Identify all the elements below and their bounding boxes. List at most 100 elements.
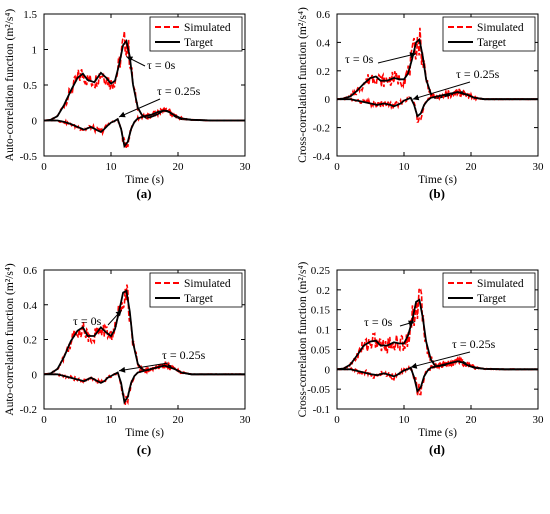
plot-frame <box>336 269 539 410</box>
y-tick-label: 0.2 <box>23 335 37 347</box>
annotation-label: τ = 0s <box>73 314 102 328</box>
x-axis-label: Time (s) <box>418 174 457 186</box>
legend-label-target: Target <box>184 37 214 49</box>
annotation-label: τ = 0.25s <box>157 84 201 98</box>
annotation-label: τ = 0.25s <box>456 67 500 81</box>
annotation-arrowhead <box>119 366 126 373</box>
y-tick-label: 1.5 <box>23 9 37 21</box>
x-tick-label: 20 <box>466 161 478 173</box>
x-axis-label: Time (s) <box>125 174 164 186</box>
annotation-label: τ = 0.25s <box>162 348 206 362</box>
y-tick-label: 0 <box>32 116 38 128</box>
legend-label-simulated: Simulated <box>477 22 524 34</box>
target-series-line <box>44 364 245 405</box>
legend-label-simulated: Simulated <box>477 278 524 290</box>
x-tick-label: 0 <box>334 161 340 173</box>
y-tick-label: 1 <box>32 45 38 57</box>
chart-panel-b: 0 10 20 30 -0.4 -0.2 0 0.2 0.4 0.6 Time (s) Cross-c… <box>297 7 544 201</box>
plot-area <box>44 31 245 149</box>
y-tick-label: -0.05 <box>307 384 330 396</box>
plot-area <box>44 284 245 406</box>
legend-label-target: Target <box>184 293 214 305</box>
annotation-arrowhead <box>412 94 420 101</box>
simulated-series-line <box>337 356 538 396</box>
y-tick-label: -0.2 <box>20 404 37 416</box>
annotation-arrowhead <box>408 320 415 327</box>
y-tick-label: 0 <box>325 364 331 376</box>
x-tick-label: 20 <box>173 414 185 426</box>
legend-box <box>149 16 243 52</box>
y-tick-label: 0 <box>32 369 38 381</box>
y-tick-label: 0.4 <box>316 37 330 49</box>
annotation-arrow-line <box>410 351 471 368</box>
annotation-arrow-line <box>118 98 161 118</box>
y-tick-label: 0.1 <box>316 325 330 337</box>
x-tick-label: 30 <box>240 161 252 173</box>
annotation-label: τ = 0s <box>364 315 393 329</box>
chart-panel-d: 0 10 20 30 -0.1 -0.05 0 0.05 0.1 0.15 0.2 0.25 Time … <box>297 262 544 457</box>
x-tick-label: 30 <box>240 414 252 426</box>
panel-caption: (c) <box>137 442 151 457</box>
x-tick-label: 30 <box>533 414 545 426</box>
annotation-label: τ = 0s <box>147 58 176 72</box>
x-tick-label: 20 <box>173 161 185 173</box>
annotation-arrowhead <box>410 362 418 369</box>
chart-panel-c: 0 10 20 30 -0.2 0 0.2 0.4 0.6 Time (s) Auto-correl… <box>4 263 251 457</box>
annotation-arrow-line <box>377 53 417 64</box>
y-axis-label: Auto-correlation function (m²/s⁴) <box>4 263 16 416</box>
panel-caption: (b) <box>429 186 445 201</box>
annotation-arrow-line <box>412 81 471 100</box>
x-axis-label: Time (s) <box>418 427 457 439</box>
simulated-series-line <box>337 88 538 123</box>
y-axis-label: Cross-correlation function (m²/s⁴) <box>297 7 309 163</box>
target-series-line <box>337 360 538 394</box>
x-tick-label: 10 <box>399 161 411 173</box>
y-tick-label: -0.4 <box>313 151 331 163</box>
legend-label-simulated: Simulated <box>184 278 231 290</box>
annotation-arrow-line <box>118 362 169 372</box>
x-axis-label: Time (s) <box>125 427 164 439</box>
panel-caption: (a) <box>136 186 151 201</box>
x-tick-label: 0 <box>41 161 47 173</box>
plot-area <box>337 27 538 123</box>
y-axis-label: Cross-correlation function (m²/s⁴) <box>297 262 309 418</box>
y-tick-label: 0 <box>325 94 331 106</box>
y-tick-label: 0.5 <box>23 80 37 92</box>
legend-label-simulated: Simulated <box>184 22 231 34</box>
annotation-label: τ = 0.25s <box>452 337 496 351</box>
y-tick-label: 0.05 <box>311 344 331 356</box>
y-tick-label: 0.6 <box>23 265 37 277</box>
annotation-arrowhead <box>126 56 134 62</box>
legend-box <box>442 16 536 52</box>
legend-label-target: Target <box>477 293 507 305</box>
target-series-line <box>337 91 538 118</box>
legend-box <box>149 272 243 308</box>
x-tick-label: 30 <box>533 161 545 173</box>
y-tick-label: -0.1 <box>313 404 330 416</box>
annotation-arrowhead <box>409 52 417 59</box>
legend-label-target: Target <box>477 37 507 49</box>
annotation-label: τ = 0s <box>345 52 374 66</box>
y-tick-label: 0.6 <box>316 9 330 21</box>
target-series-line <box>337 298 538 371</box>
x-tick-label: 10 <box>106 414 118 426</box>
x-tick-label: 0 <box>41 414 47 426</box>
x-tick-label: 10 <box>399 414 411 426</box>
target-series-line <box>44 289 245 376</box>
y-tick-label: 0.4 <box>23 300 37 312</box>
x-tick-label: 20 <box>466 414 478 426</box>
y-tick-label: 0.25 <box>311 265 331 277</box>
x-tick-label: 10 <box>106 161 118 173</box>
plot-frame <box>336 13 539 157</box>
y-tick-label: -0.2 <box>313 123 330 135</box>
y-axis-label: Auto-correlation function (m²/s⁴) <box>4 9 16 162</box>
panel-caption: (d) <box>429 442 445 457</box>
annotation-arrowhead <box>115 310 122 317</box>
x-tick-label: 0 <box>334 414 340 426</box>
y-tick-label: 0.2 <box>316 285 330 297</box>
y-tick-label: -0.5 <box>20 151 38 163</box>
target-series-line <box>44 109 245 149</box>
y-tick-label: 0.15 <box>311 305 331 317</box>
